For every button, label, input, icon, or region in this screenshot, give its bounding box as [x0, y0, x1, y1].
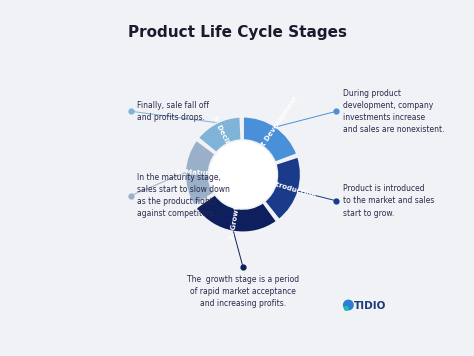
Text: During product
development, company
investments increase
and sales are nonexiste: During product development, company inve… — [343, 89, 445, 134]
Text: Product is introduced
to the market and sales
start to grow.: Product is introduced to the market and … — [343, 184, 435, 218]
Circle shape — [210, 142, 276, 208]
Wedge shape — [198, 116, 241, 153]
Text: Product Life Cycle Stages: Product Life Cycle Stages — [128, 25, 346, 40]
Circle shape — [345, 307, 348, 310]
Text: In the maturity stage,
sales start to slow down
as the product fights
against co: In the maturity stage, sales start to sl… — [137, 173, 230, 218]
Wedge shape — [264, 157, 301, 220]
Circle shape — [344, 300, 353, 310]
Text: 1. Product Development: 1. Product Development — [239, 95, 299, 178]
Text: 4. Maturity: 4. Maturity — [174, 169, 219, 177]
Wedge shape — [196, 194, 277, 232]
Text: Finally, sale fall off
and profits drops.: Finally, sale fall off and profits drops… — [137, 101, 210, 122]
Text: TIDIO: TIDIO — [354, 301, 386, 311]
Wedge shape — [185, 140, 216, 206]
Text: 5. Decline: 5. Decline — [211, 114, 234, 152]
Text: 2. Introduction: 2. Introduction — [258, 176, 316, 199]
Text: The  growth stage is a period
of rapid market acceptance
and increasing profits.: The growth stage is a period of rapid ma… — [187, 275, 299, 308]
Wedge shape — [243, 116, 297, 162]
Text: 3. Growth: 3. Growth — [229, 200, 242, 240]
